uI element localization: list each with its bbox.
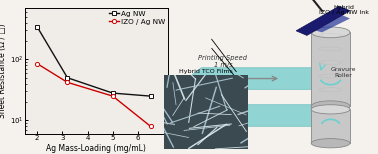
- IZO / Ag NW: [110, 95, 115, 97]
- Line: IZO / Ag NW: IZO / Ag NW: [35, 62, 153, 128]
- Text: Hybrid
IZO / Ag NW Ink: Hybrid IZO / Ag NW Ink: [319, 5, 369, 15]
- Bar: [311, 109, 350, 143]
- Bar: [311, 32, 350, 106]
- Ellipse shape: [311, 139, 350, 148]
- Ag NW: [35, 26, 39, 28]
- Legend: Ag NW, IZO / Ag NW: Ag NW, IZO / Ag NW: [108, 10, 166, 25]
- Polygon shape: [311, 14, 350, 32]
- IZO / Ag NW: [65, 81, 70, 83]
- Ag NW: [148, 95, 153, 97]
- Ellipse shape: [311, 101, 350, 112]
- Text: Gravure
Roller: Gravure Roller: [331, 67, 356, 78]
- Ag NW: [110, 92, 115, 94]
- Line: Ag NW: Ag NW: [35, 25, 153, 98]
- Y-axis label: Sheet Resistance (Ω / □): Sheet Resistance (Ω / □): [0, 24, 7, 118]
- IZO / Ag NW: [148, 125, 153, 127]
- Text: Printing Speed
1 m/s: Printing Speed 1 m/s: [198, 55, 247, 68]
- Polygon shape: [296, 6, 350, 35]
- Polygon shape: [173, 68, 345, 89]
- Ag NW: [65, 77, 70, 79]
- Ellipse shape: [311, 105, 350, 114]
- Polygon shape: [201, 105, 345, 126]
- IZO / Ag NW: [35, 63, 39, 65]
- X-axis label: Ag Mass-Loading (mg/mL): Ag Mass-Loading (mg/mL): [46, 144, 146, 153]
- Title: Hybrid TCO Films: Hybrid TCO Films: [179, 69, 233, 74]
- Ellipse shape: [311, 27, 350, 38]
